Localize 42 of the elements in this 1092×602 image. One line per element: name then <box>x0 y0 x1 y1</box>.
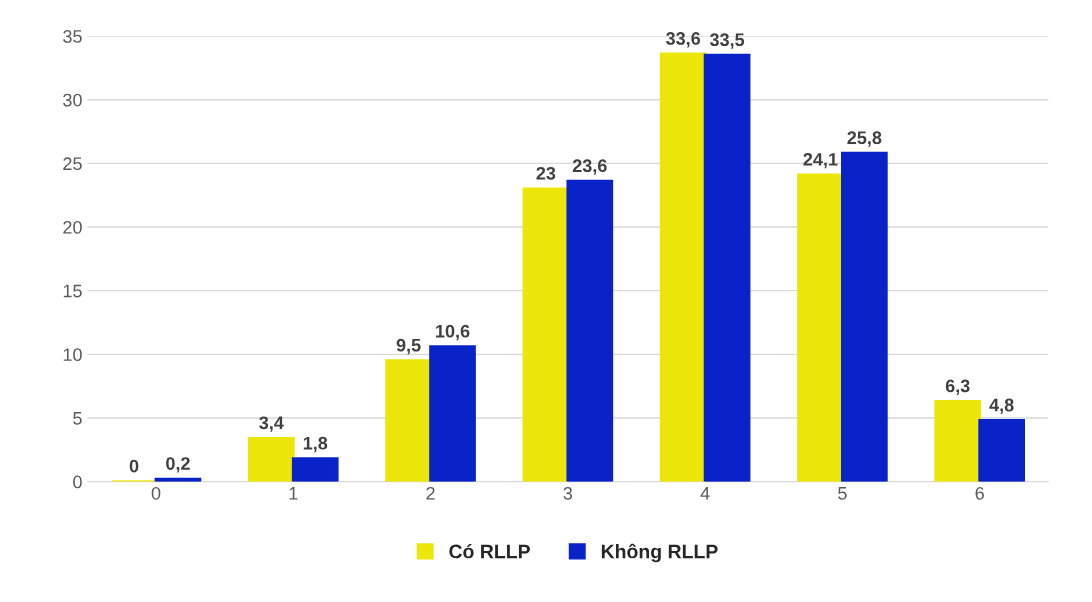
x-tick-label: 4 <box>700 487 710 500</box>
data-label: 0 <box>129 459 139 473</box>
data-label: 23,6 <box>572 159 607 175</box>
bar <box>659 52 707 482</box>
bar <box>841 151 888 482</box>
bar <box>566 179 614 482</box>
bar <box>978 419 1025 482</box>
y-tick-label: 15 <box>63 284 82 298</box>
bar <box>385 359 432 482</box>
x-tick-label: 0 <box>151 486 161 500</box>
bar <box>703 53 751 482</box>
data-label: 33,5 <box>709 33 745 49</box>
y-tick-label: 30 <box>63 93 82 107</box>
bar <box>797 173 844 482</box>
bar <box>429 345 476 482</box>
data-label: 0,2 <box>166 457 190 473</box>
bar <box>291 457 339 482</box>
data-label: 10,6 <box>436 324 470 341</box>
bar <box>247 436 295 482</box>
x-tick-label: 3 <box>563 486 573 500</box>
y-tick-label: 35 <box>63 30 82 43</box>
legend-label: Không RLLP <box>601 543 718 563</box>
x-tick-label: 2 <box>426 486 435 500</box>
data-label: 25,8 <box>847 131 882 147</box>
x-tick-label: 6 <box>975 486 984 500</box>
x-tick-label: 1 <box>289 487 298 500</box>
data-label: 24,1 <box>803 152 838 169</box>
y-tick-label: 0 <box>73 475 82 489</box>
x-tick-label: 5 <box>838 487 847 500</box>
y-tick-label: 5 <box>73 412 82 425</box>
y-tick-label: 25 <box>63 157 82 171</box>
data-label: 9,5 <box>396 338 421 355</box>
data-label: 3,4 <box>259 416 284 432</box>
y-tick-label: 10 <box>63 348 82 362</box>
y-tick-label: 20 <box>63 220 82 234</box>
bar <box>934 400 982 482</box>
legend-label: Có RLLP <box>449 543 530 559</box>
data-label: 6,3 <box>945 379 970 395</box>
data-label: 4,8 <box>989 398 1014 414</box>
data-label: 1,8 <box>303 436 328 453</box>
data-label: 33,6 <box>666 32 701 48</box>
data-label: 23 <box>536 166 556 180</box>
